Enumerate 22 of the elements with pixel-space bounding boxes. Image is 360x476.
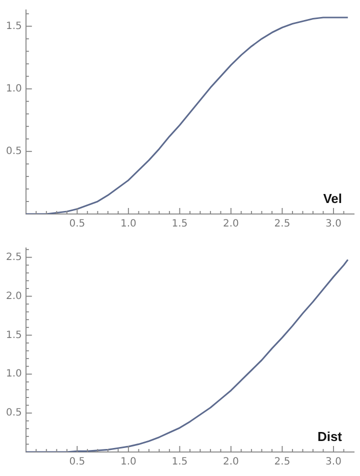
y-tick-label: 2.5 xyxy=(6,252,22,263)
x-tick-label: 1.5 xyxy=(172,456,188,468)
x-tick-label: 0.5 xyxy=(69,218,86,230)
x-tick-label: 2.0 xyxy=(223,218,239,230)
y-tick-label: 0.5 xyxy=(6,408,22,419)
y-tick-label: 1.5 xyxy=(6,330,22,341)
y-tick-label: 0.5 xyxy=(6,146,22,158)
y-tick-label: 1.0 xyxy=(6,83,22,94)
x-tick-label: 1.0 xyxy=(120,456,136,468)
x-tick-label: 3.0 xyxy=(326,456,342,468)
y-tick-label: 1.5 xyxy=(6,20,22,32)
x-tick-label: 2.5 xyxy=(274,456,290,468)
x-tick-label: 1.0 xyxy=(120,218,136,230)
text: Dist xyxy=(317,429,343,444)
x-tick-label: 0.5 xyxy=(69,456,86,468)
text: Vel xyxy=(323,191,342,206)
y-tick-label: 1.0 xyxy=(6,368,22,380)
x-tick-label: 1.5 xyxy=(172,218,188,230)
x-tick-label: 2.5 xyxy=(274,218,290,230)
x-tick-label: 2.0 xyxy=(223,456,239,468)
x-tick-label: 3.0 xyxy=(326,218,342,230)
y-tick-label: 2.0 xyxy=(6,290,22,302)
